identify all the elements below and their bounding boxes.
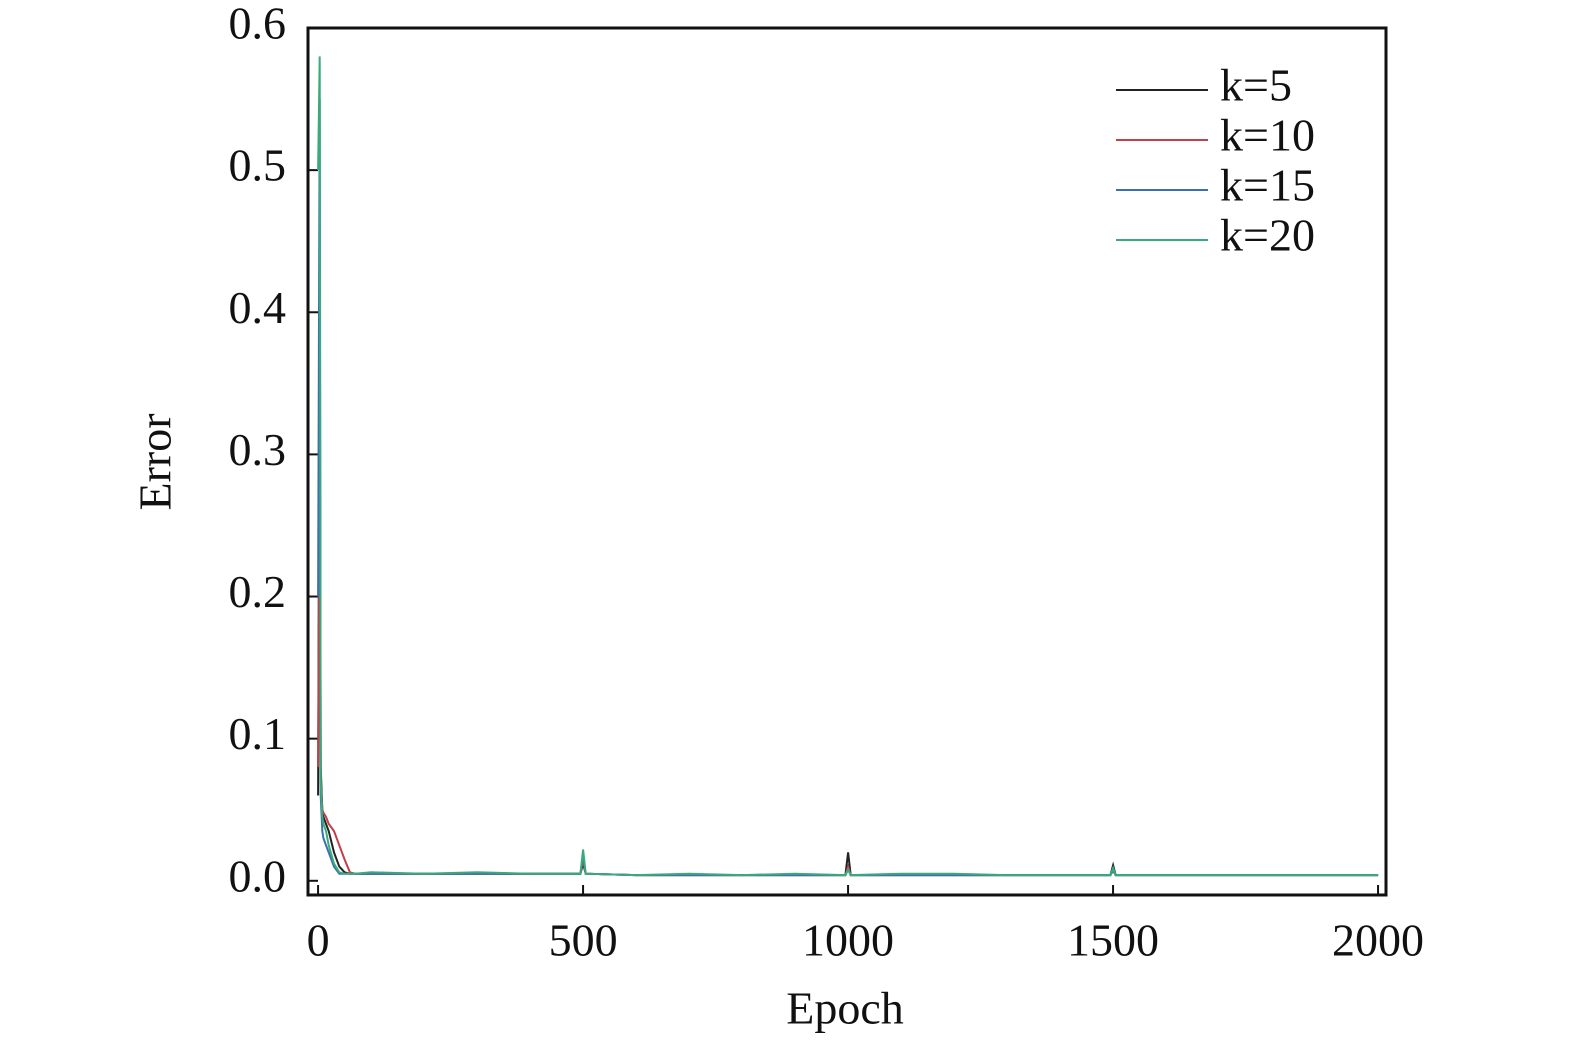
y-tick-label: 0.1 xyxy=(229,708,287,759)
y-tick-label: 0.6 xyxy=(229,0,287,49)
x-tick-label: 1500 xyxy=(1067,915,1159,966)
x-tick-label: 0 xyxy=(307,915,330,966)
legend-label: k=15 xyxy=(1220,160,1315,211)
y-tick-label: 0.0 xyxy=(229,850,287,901)
series-line xyxy=(317,297,1379,877)
y-axis-label: Error xyxy=(130,413,181,510)
legend-label: k=20 xyxy=(1220,210,1315,261)
x-tick-label: 500 xyxy=(549,915,618,966)
y-tick-label: 0.5 xyxy=(229,140,287,191)
plot-frame xyxy=(306,26,1388,897)
x-tick-label: 1000 xyxy=(802,915,894,966)
series-line xyxy=(317,56,1379,877)
y-tick-label: 0.2 xyxy=(229,566,287,617)
legend-label: k=10 xyxy=(1220,110,1315,161)
y-tick-label: 0.3 xyxy=(229,424,287,475)
x-tick-label: 2000 xyxy=(1332,915,1424,966)
x-axis-label: Epoch xyxy=(786,983,904,1034)
series-line xyxy=(317,496,1379,877)
legend-label: k=5 xyxy=(1220,60,1292,111)
y-tick-label: 0.4 xyxy=(229,282,287,333)
